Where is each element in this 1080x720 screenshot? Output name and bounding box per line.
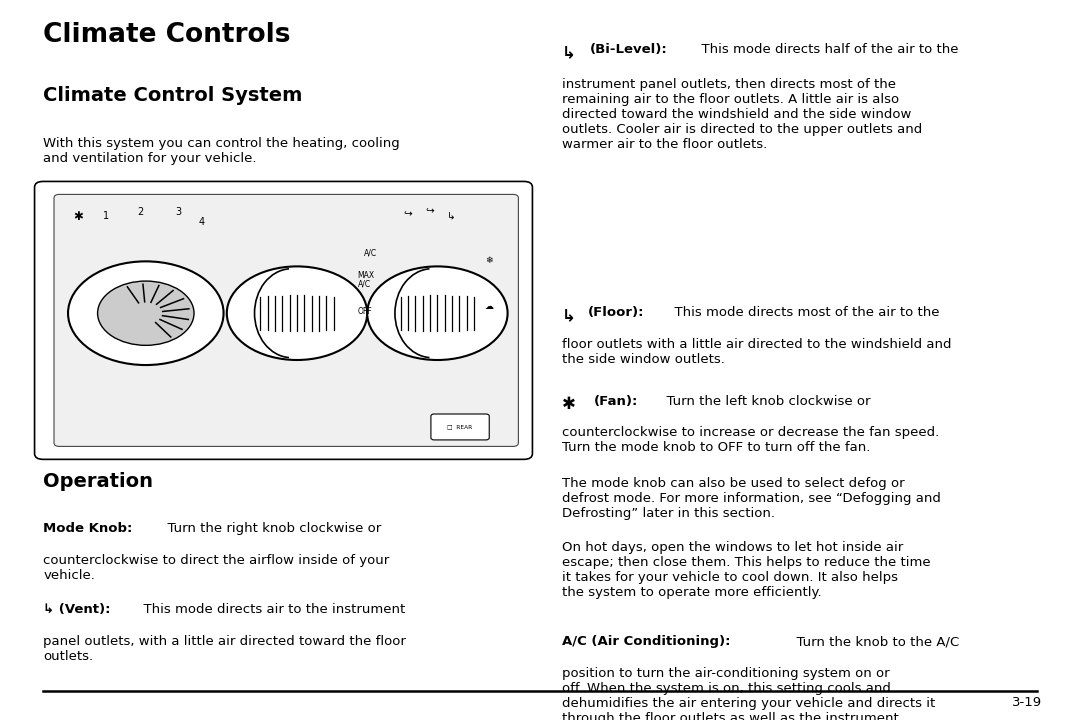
FancyBboxPatch shape	[35, 181, 532, 459]
Text: ❄: ❄	[486, 256, 492, 265]
Text: ↳: ↳	[562, 306, 576, 324]
Text: 2: 2	[137, 207, 144, 217]
Text: This mode directs air to the instrument: This mode directs air to the instrument	[135, 603, 405, 616]
Text: The mode knob can also be used to select defog or
defrost mode. For more informa: The mode knob can also be used to select…	[562, 477, 941, 520]
Text: A/C: A/C	[357, 280, 370, 289]
Text: counterclockwise to direct the airflow inside of your
vehicle.: counterclockwise to direct the airflow i…	[43, 554, 390, 582]
Text: Mode Knob:: Mode Knob:	[43, 522, 133, 535]
Text: A/C: A/C	[364, 249, 377, 258]
Text: Climate Control System: Climate Control System	[43, 86, 302, 105]
Text: ↳ (Vent):: ↳ (Vent):	[43, 603, 111, 616]
Text: 4: 4	[199, 217, 205, 227]
Text: This mode directs most of the air to the: This mode directs most of the air to the	[666, 306, 940, 319]
Text: ✱: ✱	[562, 395, 576, 413]
Text: 3-19: 3-19	[1012, 696, 1042, 709]
Text: A/C (Air Conditioning):: A/C (Air Conditioning):	[562, 635, 730, 648]
Text: (Floor):: (Floor):	[588, 306, 644, 319]
Text: Turn the knob to the A/C: Turn the knob to the A/C	[788, 635, 960, 648]
FancyBboxPatch shape	[431, 414, 489, 440]
Text: (Bi-Level):: (Bi-Level):	[590, 43, 667, 56]
Circle shape	[227, 266, 367, 360]
Text: Operation: Operation	[43, 472, 153, 490]
Text: ↪: ↪	[426, 207, 434, 217]
Text: MAX: MAX	[357, 271, 375, 279]
Text: OFF: OFF	[357, 307, 373, 315]
Text: instrument panel outlets, then directs most of the
remaining air to the floor ou: instrument panel outlets, then directs m…	[562, 78, 922, 150]
Text: □  REAR: □ REAR	[447, 425, 473, 429]
Text: With this system you can control the heating, cooling
and ventilation for your v: With this system you can control the hea…	[43, 137, 400, 165]
Circle shape	[97, 281, 194, 346]
Text: Climate Controls: Climate Controls	[43, 22, 291, 48]
Text: (Fan):: (Fan):	[594, 395, 638, 408]
Text: ↪: ↪	[404, 209, 413, 219]
Text: 3: 3	[175, 207, 181, 217]
Text: On hot days, open the windows to let hot inside air
escape; then close them. Thi: On hot days, open the windows to let hot…	[562, 541, 930, 600]
FancyBboxPatch shape	[54, 194, 518, 446]
Circle shape	[367, 266, 508, 360]
Text: counterclockwise to increase or decrease the fan speed.
Turn the mode knob to OF: counterclockwise to increase or decrease…	[562, 426, 939, 454]
Text: Turn the right knob clockwise or: Turn the right knob clockwise or	[159, 522, 381, 535]
Text: ✱: ✱	[72, 210, 83, 222]
Text: ☁: ☁	[485, 302, 494, 310]
Text: Turn the left knob clockwise or: Turn the left knob clockwise or	[658, 395, 870, 408]
Text: 1: 1	[103, 211, 109, 221]
Circle shape	[68, 261, 224, 365]
Text: This mode directs half of the air to the: This mode directs half of the air to the	[693, 43, 959, 56]
Text: panel outlets, with a little air directed toward the floor
outlets.: panel outlets, with a little air directe…	[43, 635, 406, 663]
Text: position to turn the air-conditioning system on or
off. When the system is on, t: position to turn the air-conditioning sy…	[562, 667, 935, 720]
Text: ↳: ↳	[562, 43, 576, 61]
Text: floor outlets with a little air directed to the windshield and
the side window o: floor outlets with a little air directed…	[562, 338, 951, 366]
Text: ↳: ↳	[447, 211, 456, 221]
